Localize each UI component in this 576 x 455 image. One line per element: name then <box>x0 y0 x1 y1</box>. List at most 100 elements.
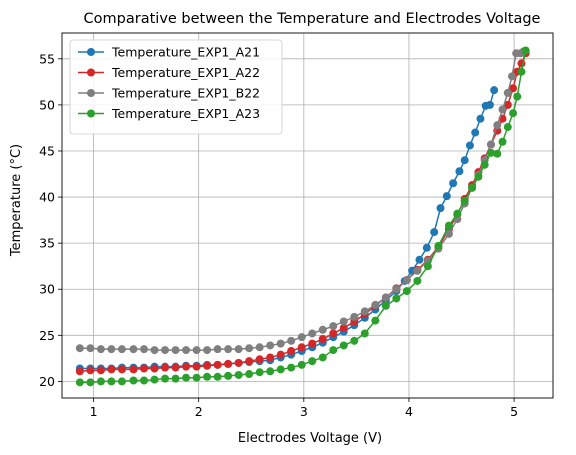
series-Temperature_EXP1_B22 <box>75 47 528 355</box>
data-point <box>276 365 285 374</box>
y-tick-label: 30 <box>39 282 55 297</box>
data-point <box>117 345 126 354</box>
data-point <box>308 357 317 366</box>
data-point <box>224 359 233 368</box>
data-point <box>329 322 338 331</box>
data-point <box>513 92 522 101</box>
data-point <box>86 366 95 375</box>
data-point <box>234 370 243 379</box>
y-tick-label: 55 <box>39 51 55 66</box>
data-point <box>493 121 502 130</box>
data-point <box>140 345 149 354</box>
data-point <box>276 339 285 348</box>
data-point <box>308 339 317 348</box>
legend-item: Temperature_EXP1_A23 <box>78 106 260 121</box>
data-point <box>171 363 180 372</box>
data-point <box>498 137 507 146</box>
data-point <box>308 329 317 338</box>
legend-item: Temperature_EXP1_A22 <box>78 65 260 80</box>
data-point <box>224 371 233 380</box>
data-point <box>360 307 369 316</box>
legend-item: Temperature_EXP1_A21 <box>78 45 260 60</box>
data-point <box>350 336 359 345</box>
legend-label: Temperature_EXP1_B22 <box>111 86 260 101</box>
data-point <box>287 336 296 345</box>
data-point <box>486 140 495 149</box>
data-point <box>402 276 411 285</box>
data-point <box>255 355 264 364</box>
data-point <box>329 329 338 338</box>
data-point <box>297 360 306 369</box>
data-point <box>255 343 264 352</box>
data-point <box>430 228 439 237</box>
data-point <box>318 353 327 362</box>
series-layer <box>75 46 530 387</box>
data-point <box>442 192 451 201</box>
data-point <box>266 341 275 350</box>
data-point <box>460 156 469 165</box>
data-point <box>287 346 296 355</box>
data-point <box>213 360 222 369</box>
data-point <box>339 317 348 326</box>
data-point <box>276 350 285 359</box>
data-point <box>266 367 275 376</box>
data-point <box>493 149 502 158</box>
data-point <box>480 160 489 169</box>
data-point <box>75 344 84 353</box>
data-point <box>86 378 95 387</box>
data-point <box>465 141 474 150</box>
data-point <box>203 346 212 355</box>
data-point <box>245 344 254 353</box>
data-point <box>460 196 469 205</box>
data-point <box>498 105 507 114</box>
data-point <box>402 287 411 296</box>
legend-label: Temperature_EXP1_A21 <box>111 45 260 60</box>
y-tick-label: 50 <box>39 97 55 112</box>
axes-frame <box>61 32 554 399</box>
data-point <box>107 365 116 374</box>
data-point <box>117 377 126 386</box>
data-point <box>413 266 422 275</box>
data-point <box>287 363 296 372</box>
data-point <box>171 374 180 383</box>
data-point <box>192 362 201 371</box>
x-tick-label: 5 <box>510 404 518 419</box>
data-point <box>255 368 264 377</box>
data-point <box>392 285 401 294</box>
data-point <box>503 123 512 132</box>
data-point <box>436 204 445 213</box>
data-point <box>444 221 453 230</box>
data-point <box>86 344 95 353</box>
x-tick-label: 1 <box>90 404 98 419</box>
data-point <box>485 100 494 109</box>
data-point <box>213 372 222 381</box>
legend-item: Temperature_EXP1_B22 <box>78 86 260 101</box>
data-point <box>213 345 222 354</box>
data-point <box>96 366 105 375</box>
legend: Temperature_EXP1_A21 Temperature_EXP1_A22… <box>69 39 283 135</box>
data-point <box>486 148 495 157</box>
data-point <box>468 183 477 192</box>
y-tick-label: 35 <box>39 236 55 251</box>
data-point <box>508 72 516 81</box>
x-axis-label: Electrodes Voltage (V) <box>238 431 382 446</box>
data-point <box>339 323 348 332</box>
data-point <box>371 300 380 309</box>
data-point <box>75 378 84 387</box>
data-point <box>203 361 212 370</box>
data-point <box>224 345 233 354</box>
data-point <box>161 374 170 383</box>
data-point <box>140 376 149 385</box>
data-point <box>75 367 84 376</box>
data-point <box>266 353 275 362</box>
data-point <box>234 358 243 367</box>
data-point <box>509 109 518 118</box>
data-point <box>192 373 201 382</box>
legend-box <box>69 39 283 135</box>
data-point <box>192 346 201 355</box>
data-point <box>140 364 149 373</box>
legend-marker <box>87 109 95 118</box>
y-tick-label: 25 <box>39 328 55 343</box>
data-point <box>474 172 483 181</box>
